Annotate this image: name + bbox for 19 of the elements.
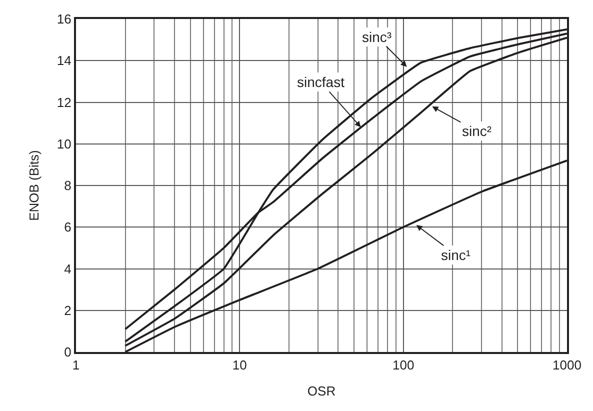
- y-tick-label: 12: [56, 94, 72, 110]
- annotation: sinc¹: [441, 247, 471, 263]
- y-tick-label: 6: [64, 220, 72, 235]
- y-tick-label: 14: [56, 53, 72, 68]
- y-tick-label: 10: [56, 136, 72, 152]
- y-axis-title: ENOB (Bits): [26, 150, 42, 221]
- annotation: sinc²: [462, 123, 492, 139]
- annotation: sinc³: [362, 29, 392, 45]
- y-tick-label: 16: [56, 12, 72, 27]
- y-tick-label: 4: [64, 261, 72, 276]
- x-axis-title: OSR: [307, 384, 336, 399]
- annotation: sincfast: [297, 74, 345, 90]
- x-tick-label: 10: [232, 358, 247, 373]
- x-tick-label: 100: [392, 358, 414, 373]
- x-tick-label: 1: [72, 358, 80, 373]
- x-tick-label: 1000: [552, 358, 582, 373]
- y-tick-label: 0: [64, 344, 72, 360]
- y-tick-label: 2: [64, 302, 72, 318]
- y-tick-label: 8: [64, 178, 72, 194]
